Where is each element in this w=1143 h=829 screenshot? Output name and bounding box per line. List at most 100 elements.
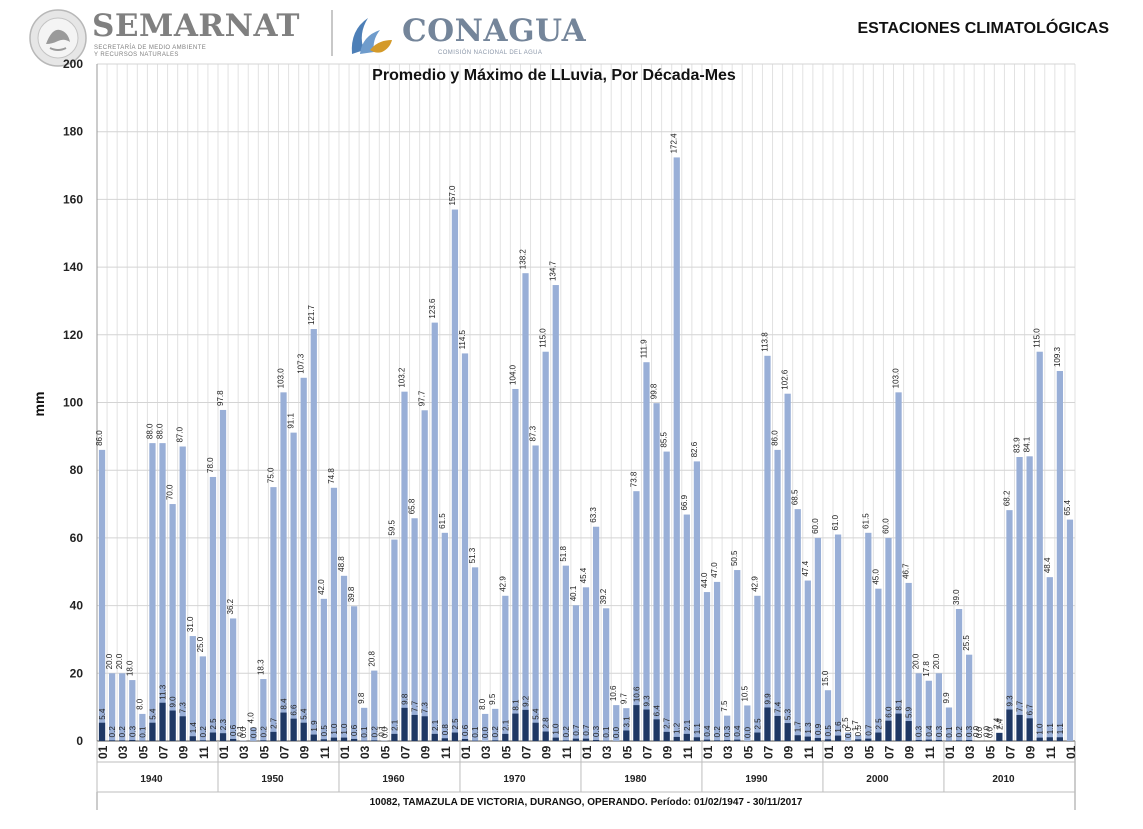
bar-avg [592,739,600,741]
bar-avg [300,722,307,741]
x-tick-month-label: 05 [620,745,634,759]
bar-avg [1046,737,1053,741]
bar-max [290,432,297,741]
bar-avg-label: 1.1 [693,723,702,735]
bar-max [562,565,569,741]
bar-avg-label: 2.5 [874,718,883,730]
x-tick-month-label: 03 [963,745,977,759]
bar-avg-label: 2.1 [431,719,440,731]
bar-avg-label: 6.4 [653,705,662,717]
bar-avg-label: 2.5 [753,718,762,730]
x-tick-month-label: 11 [802,746,816,759]
x-tick-month-label: 11 [923,746,937,759]
bar-avg-label: 0.2 [108,726,117,738]
bar-avg-label: 9.3 [1005,695,1014,707]
bar-avg-label: 7.7 [1016,700,1025,712]
bar-avg-label: 2.5 [451,718,460,730]
bar-max [804,580,811,741]
bar-avg [542,731,549,741]
x-tick-month-label: 05 [741,745,755,759]
bar-max-label: 48.8 [337,556,346,572]
bar-max [149,443,156,741]
bar-avg [693,737,701,741]
bar-max-label: 115.0 [539,328,548,348]
x-tick-month-label: 09 [298,745,312,759]
bar-avg-label: 0.1 [471,726,480,738]
bar-avg-label: 9.9 [763,693,772,705]
logo-divider [331,10,333,56]
y-tick-label: 140 [63,260,83,274]
bar-avg-label: 0.2 [491,726,500,738]
bar-avg-label: 0.1 [602,726,611,738]
bar-avg-label: 0.2 [562,726,571,738]
bar-max [421,410,428,741]
bar-avg-label: 10.6 [632,686,641,702]
bar-avg [855,739,862,741]
bar-max-label: 50.5 [730,550,739,566]
bar-avg-label: 0.4 [925,725,934,737]
bar-avg [189,736,196,741]
x-tick-decade-label: 2000 [866,774,889,785]
bar-avg [663,731,670,741]
bar-avg [572,738,580,741]
bar-max-label: 83.9 [1013,437,1022,453]
bar-avg [683,733,690,741]
conagua-subtitle: COMISIÓN NACIONAL DEL AGUA [438,50,543,56]
bar-max-label: 172.4 [670,133,679,154]
bar-avg-label: 0.0 [743,726,752,738]
x-tick-month-label: 01 [943,745,957,759]
bar-avg-label: 9.2 [522,695,531,707]
bar-max-label: 18.3 [256,659,265,675]
bar-avg [734,739,741,741]
x-tick-month-label: 11 [318,746,332,759]
bar-avg-label: 5.9 [905,706,914,718]
bar-max-label: 97.7 [418,390,427,406]
bar-max-label: 74.8 [327,468,336,484]
bar-avg [875,732,882,741]
conagua-wave-icon [351,18,392,54]
bar-avg-label: 0.2 [713,726,722,738]
bar-avg [401,707,408,741]
bar-max [169,504,176,741]
bar-max [925,680,932,741]
bar-avg [199,740,206,741]
bar-max-label: 114.5 [458,329,467,349]
bar-max-label: 84.1 [1023,436,1032,452]
bar-avg [935,739,943,741]
bar-max-label: 39.0 [952,589,961,605]
bar-max-label: 42.9 [750,576,759,592]
bar-max [693,461,701,741]
bar-avg-label: 0.7 [864,724,873,736]
bar-avg [108,740,116,741]
bar-avg-label: 0.4 [733,725,742,737]
y-tick-label: 100 [63,396,83,410]
bar-avg-label: 0.0 [612,726,621,738]
bar-max [310,329,317,741]
bar-avg [179,716,186,741]
x-tick-month-label: 11 [1044,746,1058,759]
x-tick-month-label: 03 [600,745,614,759]
bar-max [1006,510,1013,741]
bar-max [159,443,166,741]
report-header: ESTACIONES CLIMATOLÓGICAS [857,20,1109,37]
bar-avg-label: 8.1 [511,699,520,711]
x-tick-month-label: 03 [479,745,493,759]
bar-max-label: 8.0 [478,698,487,710]
bar-avg [391,733,398,741]
bar-avg-label: 9.0 [169,696,178,708]
bar-avg-label: 1.7 [794,721,803,733]
bar-avg-label: 1.9 [310,720,319,732]
bar-avg [280,712,287,741]
bar-avg-label: 0.6 [350,724,359,736]
bar-max [270,487,277,741]
bar-max [875,588,882,741]
bar-avg-label: 9.8 [401,693,410,705]
bar-max-label: 47.4 [801,560,810,576]
bar-max [905,582,912,741]
bar-avg-label: 5.4 [98,708,107,720]
bar-avg-label: 0.5 [854,725,863,737]
bar-avg-label: 7.4 [774,701,783,713]
x-tick-month-label: 01 [822,745,836,759]
bar-avg-label: 5.4 [300,708,309,720]
bar-avg [955,740,963,741]
